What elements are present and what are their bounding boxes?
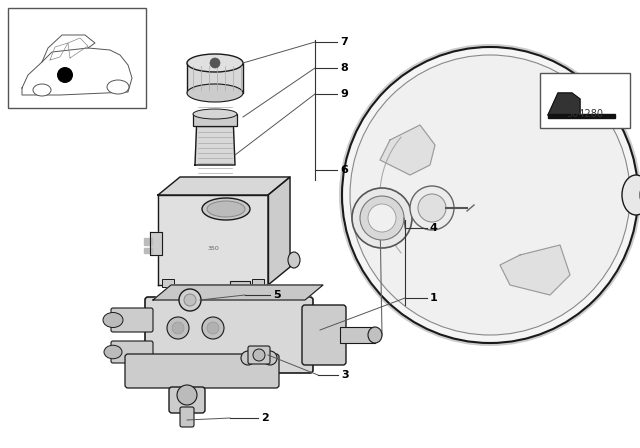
Polygon shape <box>158 177 290 195</box>
FancyBboxPatch shape <box>111 341 153 363</box>
Ellipse shape <box>368 327 382 343</box>
Polygon shape <box>195 115 235 165</box>
Circle shape <box>350 55 630 335</box>
Bar <box>230 281 250 295</box>
Circle shape <box>172 322 184 334</box>
Ellipse shape <box>107 80 129 94</box>
Ellipse shape <box>187 84 243 102</box>
Circle shape <box>202 317 224 339</box>
Ellipse shape <box>193 109 237 119</box>
Polygon shape <box>380 125 435 175</box>
Polygon shape <box>22 48 132 95</box>
Polygon shape <box>548 114 615 118</box>
Polygon shape <box>548 93 580 115</box>
FancyBboxPatch shape <box>248 346 270 364</box>
Circle shape <box>57 67 73 83</box>
Text: 504280: 504280 <box>566 109 604 119</box>
Circle shape <box>339 44 640 346</box>
Bar <box>340 327 375 343</box>
Circle shape <box>167 317 189 339</box>
Bar <box>252 279 264 287</box>
Circle shape <box>342 47 638 343</box>
Polygon shape <box>500 245 570 295</box>
Ellipse shape <box>622 175 640 215</box>
Circle shape <box>179 289 201 311</box>
Circle shape <box>360 196 404 240</box>
Bar <box>193 114 237 126</box>
Ellipse shape <box>104 345 122 359</box>
Ellipse shape <box>202 198 250 220</box>
Ellipse shape <box>288 252 300 268</box>
Polygon shape <box>268 177 290 285</box>
FancyBboxPatch shape <box>302 305 346 365</box>
Circle shape <box>418 194 446 222</box>
Bar <box>8 8 146 108</box>
Text: 4: 4 <box>430 223 438 233</box>
Circle shape <box>263 351 277 365</box>
Polygon shape <box>42 35 95 62</box>
Text: 7: 7 <box>340 37 348 47</box>
Text: 3: 3 <box>341 370 349 380</box>
FancyBboxPatch shape <box>111 308 153 332</box>
Text: 2: 2 <box>261 413 269 423</box>
Circle shape <box>253 349 265 361</box>
Text: 6: 6 <box>340 165 348 175</box>
Polygon shape <box>144 248 152 253</box>
Circle shape <box>210 58 220 68</box>
Circle shape <box>241 351 255 365</box>
Circle shape <box>410 186 454 230</box>
Polygon shape <box>150 232 162 255</box>
Polygon shape <box>153 285 323 300</box>
Text: 350: 350 <box>207 246 219 250</box>
Ellipse shape <box>103 313 123 327</box>
Text: 8: 8 <box>340 63 348 73</box>
Ellipse shape <box>207 201 245 217</box>
Circle shape <box>207 322 219 334</box>
Bar <box>187 63 243 93</box>
FancyBboxPatch shape <box>169 387 205 413</box>
FancyBboxPatch shape <box>180 407 194 427</box>
Text: 1: 1 <box>430 293 438 303</box>
Polygon shape <box>158 195 268 285</box>
Bar <box>540 73 630 128</box>
Ellipse shape <box>33 84 51 96</box>
Polygon shape <box>144 238 152 245</box>
Circle shape <box>352 188 412 248</box>
FancyBboxPatch shape <box>145 297 313 373</box>
Text: 9: 9 <box>340 89 348 99</box>
Ellipse shape <box>187 54 243 72</box>
FancyBboxPatch shape <box>125 354 279 388</box>
Circle shape <box>177 385 197 405</box>
Circle shape <box>184 294 196 306</box>
Circle shape <box>368 204 396 232</box>
Bar <box>162 279 174 287</box>
Text: 5: 5 <box>273 290 280 300</box>
